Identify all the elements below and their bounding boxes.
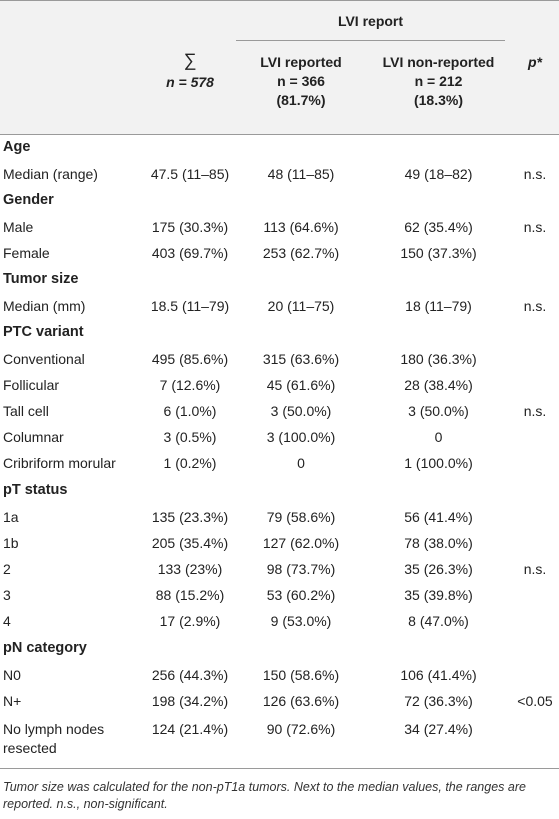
row-total: 47.5 (11–85)	[150, 166, 230, 182]
row-nonreported: 49 (18–82)	[404, 166, 473, 182]
row-nonreported: 28 (38.4%)	[404, 377, 473, 393]
row-total: 124 (21.4%)	[151, 721, 229, 737]
section-pt-status: pT status	[3, 482, 68, 498]
row-label: Conventional	[3, 351, 85, 367]
row-nonreported: 3 (50.0%)	[408, 403, 469, 419]
row-reported: 9 (53.0%)	[270, 613, 332, 629]
row-reported: 79 (58.6%)	[266, 509, 336, 525]
row-nonreported: 150 (37.3%)	[400, 245, 477, 261]
total-symbol: ∑	[183, 50, 197, 70]
row-total: 6 (1.0%)	[163, 403, 217, 419]
row-reported: 315 (63.6%)	[262, 351, 340, 367]
row-total: 18.5 (11–79)	[150, 298, 230, 314]
row-nonreported: 0	[434, 429, 443, 445]
section-ptc-variant: PTC variant	[3, 324, 84, 340]
row-nonreported: 56 (41.4%)	[404, 509, 473, 525]
row-total: 256 (44.3%)	[151, 667, 229, 683]
row-nonreported: 8 (47.0%)	[408, 613, 469, 629]
row-label: 2	[3, 561, 11, 577]
row-p-value: n.s.	[523, 166, 547, 182]
row-total: 133 (23%)	[157, 561, 223, 577]
row-label: Columnar	[3, 429, 64, 445]
p-value-header: p*	[528, 54, 542, 70]
row-total: 205 (35.4%)	[151, 535, 229, 551]
section-age: Age	[3, 139, 31, 155]
row-reported: 3 (50.0%)	[270, 403, 332, 419]
row-total: 17 (2.9%)	[159, 613, 221, 629]
row-total: 135 (23.3%)	[151, 509, 229, 525]
section-tumor-size: Tumor size	[3, 271, 79, 287]
nonreported-header-pct: (18.3%)	[413, 92, 464, 108]
reported-header-n: n = 366	[277, 73, 325, 89]
row-label: 1a	[3, 509, 19, 525]
row-reported: 150 (58.6%)	[262, 667, 340, 683]
row-nonreported: 35 (39.8%)	[404, 587, 473, 603]
header-bottom-rule	[0, 134, 559, 135]
row-total: 1 (0.2%)	[163, 455, 217, 471]
row-reported: 90 (72.6%)	[266, 721, 336, 737]
row-nonreported: 1 (100.0%)	[404, 455, 473, 471]
row-label-continued: resected	[3, 740, 57, 756]
row-total: 403 (69.7%)	[151, 245, 229, 261]
row-label: Follicular	[3, 377, 60, 393]
row-reported: 53 (60.2%)	[266, 587, 336, 603]
row-p-value: n.s.	[523, 298, 547, 314]
row-total: 7 (12.6%)	[159, 377, 221, 393]
section-gender: Gender	[3, 192, 54, 208]
row-label: Median (mm)	[3, 298, 86, 314]
row-nonreported: 106 (41.4%)	[400, 667, 477, 683]
table-header-background	[0, 0, 559, 134]
table-top-rule	[0, 0, 559, 1]
row-total: 88 (15.2%)	[155, 587, 225, 603]
row-label: Female	[3, 245, 50, 261]
row-label: Median (range)	[3, 166, 98, 182]
row-reported: 126 (63.6%)	[262, 693, 340, 709]
row-label: 1b	[3, 535, 19, 551]
row-label: 4	[3, 613, 11, 629]
lvi-report-underline	[236, 40, 505, 41]
reported-header-title: LVI reported	[260, 54, 342, 70]
row-p-value: n.s.	[523, 561, 547, 577]
row-p-value: n.s.	[523, 219, 547, 235]
reported-header-pct: (81.7%)	[276, 92, 326, 108]
nonreported-header-n: n = 212	[414, 73, 463, 89]
row-label: Tall cell	[3, 403, 49, 419]
row-reported: 3 (100.0%)	[266, 429, 336, 445]
nonreported-header-title: LVI non-reported	[382, 54, 495, 70]
row-p-value: n.s.	[523, 403, 547, 419]
row-reported: 0	[297, 455, 305, 471]
row-label: N+	[3, 693, 22, 709]
total-n: n = 578	[166, 74, 214, 90]
row-total: 3 (0.5%)	[163, 429, 217, 445]
row-reported: 127 (62.0%)	[262, 535, 340, 551]
row-nonreported: 35 (26.3%)	[404, 561, 473, 577]
row-nonreported: 18 (11–79)	[405, 298, 472, 314]
row-total: 198 (34.2%)	[151, 693, 229, 709]
row-nonreported: 34 (27.4%)	[404, 721, 473, 737]
row-reported: 253 (62.7%)	[262, 245, 340, 261]
row-label: No lymph nodes	[3, 721, 105, 737]
row-p-value: <0.05	[517, 693, 553, 709]
table-footnote: Tumor size was calculated for the non-pT…	[3, 780, 526, 811]
row-label: 3	[3, 587, 11, 603]
row-total: 175 (30.3%)	[151, 219, 229, 235]
row-reported: 48 (11–85)	[267, 166, 335, 182]
row-total: 495 (85.6%)	[151, 351, 229, 367]
row-label: Male	[3, 219, 34, 235]
row-nonreported: 72 (36.3%)	[404, 693, 473, 709]
row-reported: 113 (64.6%)	[263, 219, 339, 235]
row-nonreported: 62 (35.4%)	[404, 219, 473, 235]
row-nonreported: 78 (38.0%)	[404, 535, 473, 551]
row-reported: 20 (11–75)	[267, 298, 335, 314]
table-bottom-rule	[0, 768, 559, 769]
row-label: Cribriform morular	[3, 455, 116, 471]
row-label: N0	[3, 667, 21, 683]
row-reported: 45 (61.6%)	[266, 377, 336, 393]
row-reported: 98 (73.7%)	[266, 561, 336, 577]
section-pn-category: pN category	[3, 640, 87, 656]
row-nonreported: 180 (36.3%)	[400, 351, 477, 367]
lvi-report-header: LVI report	[337, 13, 404, 29]
